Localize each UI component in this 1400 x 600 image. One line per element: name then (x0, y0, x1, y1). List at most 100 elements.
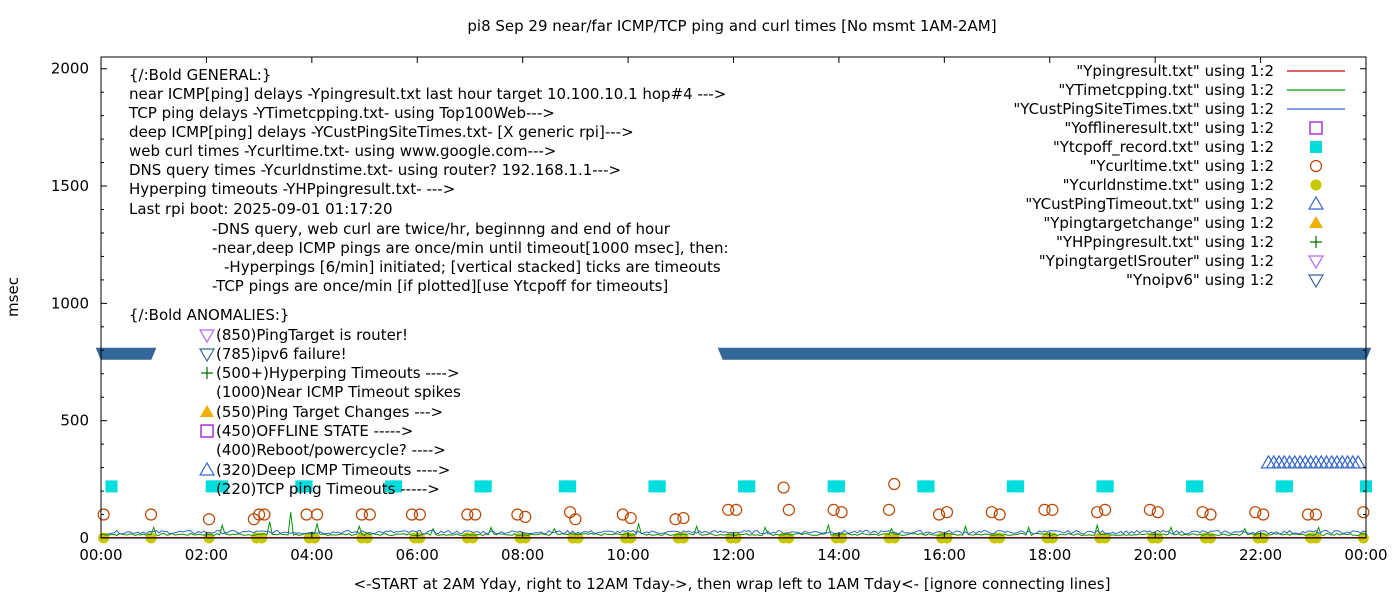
series-5-point (1151, 506, 1164, 519)
annotation-line: (550)Ping Target Changes ---> (216, 403, 443, 421)
annotation-line: DNS query times -Ycurldnstime.txt- using… (129, 161, 621, 179)
legend-label: "Ycurldnstime.txt" using 1:2 (1063, 176, 1274, 194)
series-4-point (300, 480, 313, 493)
legend-swatch (1310, 179, 1322, 191)
series-5-point (932, 508, 946, 521)
y-tick-label: 2000 (51, 60, 89, 78)
legend: "Ypingresult.txt" using 1:2"YTimetcpping… (1013, 62, 1345, 289)
series-5-point (835, 506, 848, 519)
annotation-line: near ICMP[ping] delays -Ypingresult.txt … (129, 85, 726, 103)
annotation-line: (320)Deep ICMP Timeouts ----> (216, 461, 450, 479)
series-5-point (1357, 506, 1370, 519)
series-5-point (777, 481, 790, 494)
series-5-point (985, 506, 998, 519)
legend-label: "Ycurltime.txt" using 1:2 (1089, 157, 1274, 175)
series-4-point (922, 480, 935, 493)
legend-label: "Ypingtargetchange" using 1:2 (1043, 214, 1274, 232)
series-4-point (216, 480, 229, 493)
series-5-point (413, 508, 426, 521)
series-5-point (1091, 506, 1104, 519)
legend-label: "YpingtargetISrouter" using 1:2 (1039, 252, 1274, 270)
series-5-point (1301, 508, 1315, 521)
x-tick-label: 16:00 (923, 546, 966, 564)
annotation-line: Hyperping timeouts -YHPpingresult.txt- -… (129, 180, 455, 198)
annotation-line: TCP ping delays -YTimetcpping.txt- using… (128, 104, 555, 122)
series-5-point (519, 510, 532, 523)
series-5-point (355, 508, 369, 521)
legend-label: "YTimetcpping.txt" using 1:2 (1058, 81, 1274, 99)
anomaly-glyph (198, 461, 216, 476)
series-4-point (1012, 480, 1025, 493)
series-5-point (253, 508, 266, 521)
x-tick-label: 14:00 (817, 546, 860, 564)
legend-label: "Ytcpoff_record.txt" using 1:2 (1053, 138, 1274, 157)
y-tick-label: 500 (60, 412, 89, 430)
y-tick-label: 1500 (51, 177, 89, 195)
axes: 00:00 02:00 04:00 06:00 08:00 10:00 12:00 14:00… (51, 57, 1388, 564)
series-5-point (1046, 503, 1059, 516)
series-5-point (1309, 508, 1323, 521)
series-5-point (564, 506, 577, 519)
series-5-point (144, 508, 158, 521)
x-tick-label: 00:00 (79, 546, 122, 564)
x-tick-label: 04:00 (290, 546, 333, 564)
series-2-line (106, 529, 1367, 535)
series-5-point (461, 508, 474, 521)
legend-label: "YCustPingTimeout.txt" using 1:2 (1025, 195, 1274, 213)
series-5-point (405, 508, 419, 521)
legend-swatch (1310, 141, 1322, 153)
legend-label: "Yofflineresult.txt" using 1:2 (1064, 119, 1274, 137)
annotation-line: -near,deep ICMP pings are once/min until… (212, 239, 729, 257)
x-tick-label: 18:00 (1028, 546, 1071, 564)
legend-swatch (1307, 274, 1325, 289)
series-4-point (1280, 480, 1293, 493)
series-5-point (1038, 503, 1051, 516)
series-5-point (677, 511, 690, 525)
series-5-point (827, 503, 840, 516)
anomaly-glyph (201, 367, 213, 379)
x-tick-label: 00:00 (1344, 546, 1387, 564)
series-5-point (616, 508, 629, 521)
anomaly-glyph (198, 329, 216, 344)
x-tick-label: 06:00 (396, 546, 439, 564)
series-5-point (624, 511, 637, 525)
y-tick-label: 0 (79, 529, 89, 547)
series-5-point (782, 503, 795, 516)
series-5-point (940, 506, 954, 519)
series-7-point (1350, 454, 1367, 469)
x-axis-label: <-START at 2AM Yday, right to 12AM Tday-… (354, 575, 1111, 593)
annotation-line: {/:Bold ANOMALIES:} (129, 306, 289, 324)
series-5-point (730, 503, 743, 516)
annotation-line: (850)PingTarget is router! (216, 326, 408, 344)
anomaly-glyph (198, 348, 216, 363)
legend-swatch (1307, 195, 1325, 210)
y-axis-label: msec (4, 277, 22, 317)
legend-label: "YCustPingSiteTimes.txt" using 1:2 (1013, 100, 1274, 118)
legend-label: "Ypingresult.txt" using 1:2 (1076, 62, 1274, 80)
annotation-line: -Hyperpings [6/min] initiated; [vertical… (224, 258, 721, 276)
annotation-line: (400)Reboot/powercycle? ----> (216, 441, 446, 459)
series-5-point (300, 508, 313, 521)
x-tick-label: 20:00 (1134, 546, 1177, 564)
annotation-line: -TCP pings are once/min [if plotted][use… (212, 277, 668, 295)
series-5-point (1204, 508, 1217, 521)
annotation-line: (500+)Hyperping Timeouts ----> (216, 364, 460, 382)
x-tick-label: 08:00 (501, 546, 544, 564)
legend-swatch (1309, 121, 1323, 135)
series-4-point (1191, 480, 1204, 493)
series-5-point (993, 508, 1006, 521)
series-5-point (882, 503, 896, 516)
annotation-line: deep ICMP[ping] delays -YCustPingSiteTim… (129, 123, 634, 141)
series-4-point (653, 480, 666, 493)
annotation-line: Last rpi boot: 2025-09-01 01:17:20 (129, 200, 393, 218)
series-5-point (363, 508, 376, 521)
y-tick-label: 1000 (51, 294, 89, 312)
series-5-point (669, 513, 682, 526)
legend-swatch (1309, 159, 1323, 173)
annotation-line: (220)TCP ping Timeouts -----> (216, 480, 440, 498)
series-4-point (479, 480, 492, 493)
series-4-point (832, 480, 845, 493)
anomaly-glyph (200, 405, 214, 417)
series-5-point (888, 477, 901, 491)
